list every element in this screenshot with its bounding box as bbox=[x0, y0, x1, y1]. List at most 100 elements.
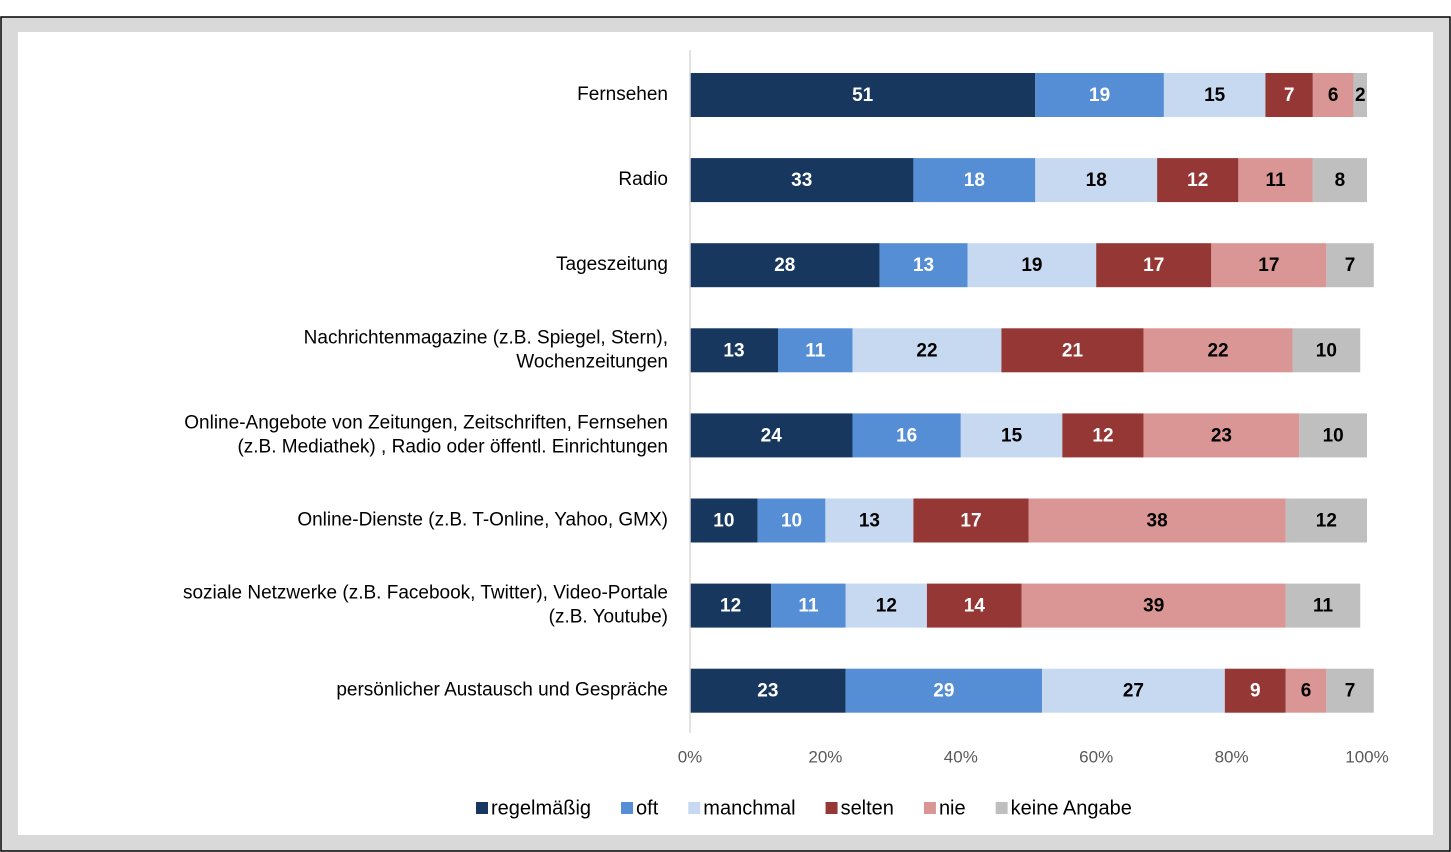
data-label: 12 bbox=[1187, 170, 1208, 191]
legend-label: keine Angabe bbox=[1011, 797, 1132, 819]
category-label: Nachrichtenmagazine (z.B. Spiegel, Stern… bbox=[304, 327, 668, 348]
x-tick-label: 100% bbox=[1345, 747, 1388, 766]
bar-segment bbox=[825, 498, 914, 543]
data-label: 39 bbox=[1143, 596, 1164, 617]
legend-swatch bbox=[688, 802, 701, 814]
x-tick-label: 40% bbox=[944, 747, 978, 766]
bar-segment bbox=[1021, 583, 1286, 628]
category-label: Radio bbox=[618, 169, 668, 190]
data-label: 51 bbox=[852, 85, 874, 106]
bar-segment bbox=[913, 158, 1036, 203]
bar-segment bbox=[1224, 668, 1286, 713]
bar-segment bbox=[1265, 73, 1313, 117]
category-label: Online-Dienste (z.B. T-Online, Yahoo, GM… bbox=[297, 510, 668, 531]
data-label: 6 bbox=[1301, 681, 1312, 702]
bar-segment bbox=[1326, 243, 1374, 288]
bar-segment bbox=[960, 413, 1063, 458]
category-label: Wochenzeitungen bbox=[516, 351, 668, 372]
data-label: 17 bbox=[1143, 255, 1164, 276]
bar-segment bbox=[690, 243, 880, 288]
data-label: 11 bbox=[798, 596, 819, 617]
data-label: 17 bbox=[1258, 255, 1279, 276]
bar-segment bbox=[690, 583, 772, 628]
category-label: soziale Netzwerke (z.B. Facebook, Twitte… bbox=[183, 583, 668, 604]
legend-swatch bbox=[476, 802, 488, 814]
data-label: 27 bbox=[1123, 681, 1144, 702]
bar-segment bbox=[690, 328, 779, 373]
bar-segment bbox=[926, 583, 1022, 628]
bar-segment bbox=[1285, 668, 1327, 713]
bar-segment bbox=[852, 328, 1002, 373]
bar-segment bbox=[852, 413, 961, 458]
legend-label: regelmäßig bbox=[491, 797, 591, 819]
legend-swatch bbox=[923, 802, 936, 814]
legend-label: oft bbox=[636, 797, 659, 819]
bar-segment bbox=[845, 583, 927, 628]
data-label: 23 bbox=[757, 681, 778, 702]
bar-segment bbox=[690, 498, 758, 543]
bar-segment bbox=[778, 328, 853, 373]
bar-segment bbox=[1096, 243, 1212, 288]
data-label: 2 bbox=[1355, 85, 1366, 106]
data-label: 8 bbox=[1335, 170, 1346, 191]
bar-segment bbox=[757, 498, 826, 543]
bar-segment bbox=[1285, 583, 1361, 628]
data-label: 10 bbox=[1323, 425, 1344, 446]
data-label: 11 bbox=[1266, 170, 1287, 191]
data-label: 38 bbox=[1147, 511, 1168, 532]
data-label: 22 bbox=[916, 340, 937, 361]
data-label: 13 bbox=[859, 511, 880, 532]
legend: regelmäßig oft manchmal selten nie keine Anga… bbox=[476, 797, 1132, 819]
bar-segment bbox=[1326, 668, 1374, 713]
bar-segment bbox=[1163, 73, 1266, 117]
bar-segment bbox=[879, 243, 968, 288]
bar-segment bbox=[967, 243, 1097, 288]
data-label: 22 bbox=[1207, 340, 1228, 361]
data-label: 10 bbox=[781, 511, 802, 532]
data-label: 16 bbox=[896, 425, 917, 446]
legend-label: selten bbox=[841, 797, 894, 819]
data-label: 24 bbox=[761, 425, 783, 446]
bar-segment bbox=[1143, 413, 1300, 458]
data-label: 11 bbox=[1313, 596, 1334, 617]
legend-label: manchmal bbox=[703, 797, 795, 819]
bar-segment bbox=[1353, 73, 1367, 117]
bar-segment bbox=[845, 668, 1043, 713]
data-label: 29 bbox=[933, 681, 954, 702]
bar-segment bbox=[690, 73, 1036, 117]
data-label: 9 bbox=[1250, 681, 1261, 702]
bar-segment bbox=[771, 583, 846, 628]
category-label: Fernsehen bbox=[577, 84, 668, 105]
x-tick-label: 0% bbox=[678, 747, 703, 766]
data-label: 23 bbox=[1211, 425, 1232, 446]
data-label: 17 bbox=[960, 511, 981, 532]
bar-segment bbox=[690, 413, 853, 458]
bar-segment bbox=[1238, 158, 1313, 203]
data-label: 10 bbox=[713, 511, 734, 532]
data-label: 7 bbox=[1345, 681, 1356, 702]
bar-segment bbox=[1035, 158, 1158, 203]
data-label: 10 bbox=[1316, 340, 1337, 361]
category-label: Tageszeitung bbox=[556, 254, 668, 275]
bar-segment bbox=[690, 158, 914, 203]
bar-segment bbox=[1028, 498, 1286, 543]
data-label: 12 bbox=[1316, 511, 1337, 532]
data-label: 12 bbox=[876, 596, 897, 617]
data-label: 6 bbox=[1328, 85, 1339, 106]
bar-segment bbox=[1035, 73, 1164, 117]
bar-segment bbox=[690, 668, 846, 713]
data-label: 18 bbox=[964, 170, 985, 191]
bar-segment bbox=[1157, 158, 1239, 203]
legend-label: nie bbox=[939, 797, 966, 819]
data-label: 19 bbox=[1021, 255, 1042, 276]
category-label: Online-Angebote von Zeitungen, Zeitschri… bbox=[184, 412, 668, 433]
bar-segment bbox=[1292, 328, 1361, 373]
bar-segment bbox=[1312, 158, 1367, 203]
data-label: 11 bbox=[805, 340, 826, 361]
bar-segment bbox=[1299, 413, 1367, 458]
data-label: 15 bbox=[1204, 85, 1226, 106]
data-label: 7 bbox=[1284, 85, 1295, 106]
data-label: 15 bbox=[1001, 425, 1023, 446]
data-label: 33 bbox=[791, 170, 812, 191]
